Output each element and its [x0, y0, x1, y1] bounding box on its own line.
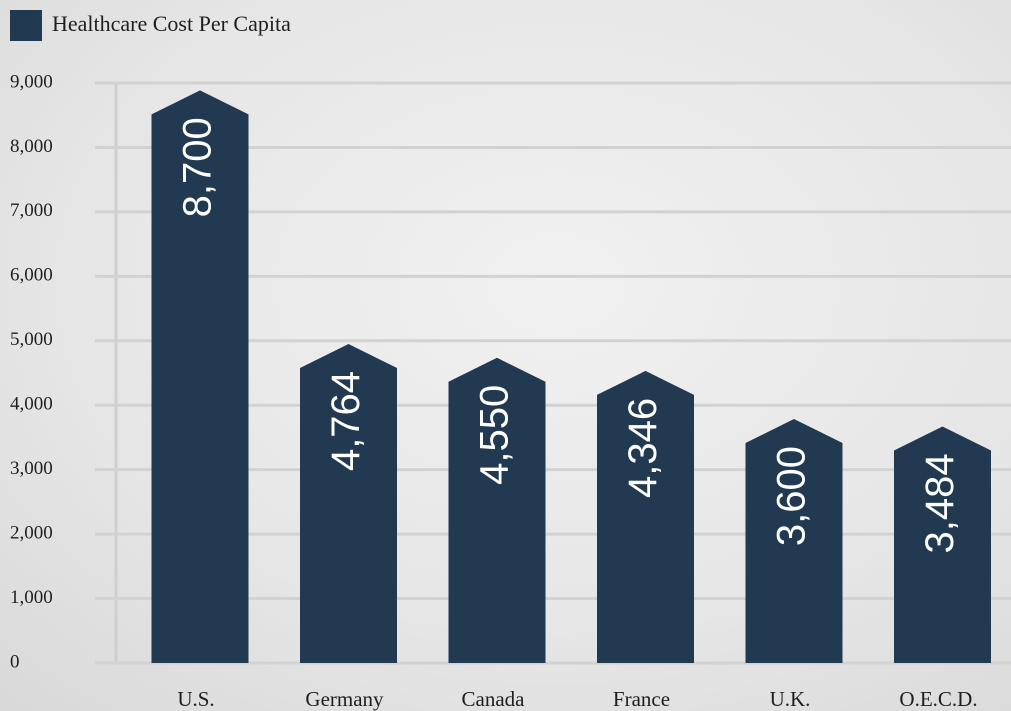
x-tick-label: U.K.	[770, 687, 811, 711]
y-tick-label: 4,000	[10, 394, 53, 415]
value-label: 4,764	[324, 371, 368, 471]
y-tick-label: 5,000	[10, 329, 53, 350]
x-tick-label: Germany	[305, 687, 384, 711]
bar	[597, 370, 694, 663]
bar	[151, 90, 249, 664]
bar	[300, 343, 397, 663]
bar	[894, 426, 991, 663]
value-label: 4,550	[473, 385, 517, 485]
y-tick-label: 1,000	[10, 587, 53, 608]
legend-swatch	[10, 10, 42, 41]
y-tick-label: 0	[10, 651, 20, 672]
y-tick-label: 2,000	[10, 522, 53, 543]
bar	[745, 419, 843, 663]
y-tick-label: 9,000	[10, 71, 53, 92]
x-tick-label: O.E.C.D.	[899, 687, 977, 711]
value-label: 3,600	[770, 446, 814, 546]
x-tick-label: France	[613, 687, 670, 711]
y-tick-label: 6,000	[10, 265, 53, 286]
bar	[448, 357, 546, 663]
legend-label: Healthcare Cost Per Capita	[52, 11, 291, 36]
value-label: 3,484	[918, 453, 962, 553]
x-tick-label: Canada	[462, 687, 526, 711]
y-tick-label: 3,000	[10, 458, 53, 479]
x-tick-label: U.S.	[177, 687, 214, 711]
value-label: 8,700	[176, 117, 220, 217]
y-tick-label: 7,000	[10, 200, 53, 221]
value-label: 4,346	[621, 398, 665, 498]
y-tick-label: 8,000	[10, 136, 53, 157]
